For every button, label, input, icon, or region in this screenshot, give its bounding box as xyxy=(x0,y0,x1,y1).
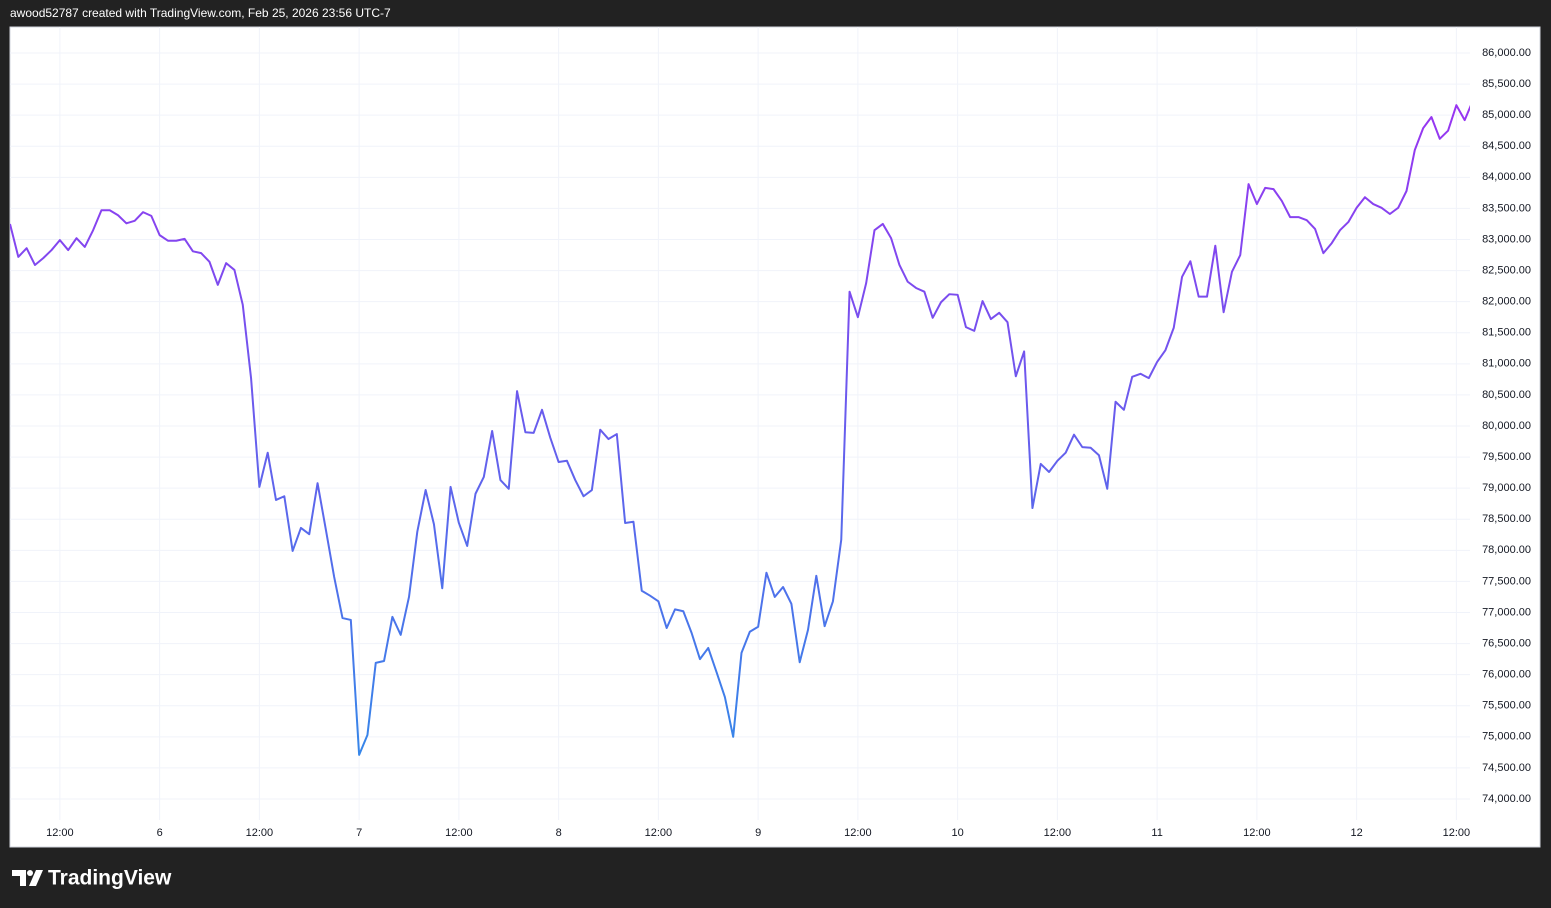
y-tick-label: 74,000.00 xyxy=(1482,793,1531,805)
y-tick-label: 77,000.00 xyxy=(1482,606,1531,618)
x-tick-label: 12:00 xyxy=(1044,827,1072,839)
logo-text: TradingView xyxy=(48,867,172,890)
x-tick-label: 12:00 xyxy=(645,827,673,839)
logo-icon xyxy=(29,870,43,886)
y-tick-label: 80,000.00 xyxy=(1482,420,1531,432)
y-tick-label: 83,500.00 xyxy=(1482,202,1531,214)
chart-panel xyxy=(9,26,1541,848)
y-tick-label: 79,500.00 xyxy=(1482,451,1531,463)
x-tick-label: 7 xyxy=(356,827,362,839)
y-tick-label: 75,500.00 xyxy=(1482,700,1531,712)
y-tick-label: 84,500.00 xyxy=(1482,140,1531,152)
y-tick-label: 86,000.00 xyxy=(1482,47,1531,59)
x-tick-label: 8 xyxy=(556,827,562,839)
x-tick-label: 12:00 xyxy=(445,827,473,839)
y-tick-label: 78,500.00 xyxy=(1482,513,1531,525)
y-tick-label: 82,500.00 xyxy=(1482,264,1531,276)
y-tick-label: 81,000.00 xyxy=(1482,358,1531,370)
y-tick-label: 82,000.00 xyxy=(1482,296,1531,308)
y-tick-label: 74,500.00 xyxy=(1482,762,1531,774)
x-tick-label: 10 xyxy=(952,827,964,839)
x-tick-label: 12 xyxy=(1351,827,1363,839)
y-tick-label: 77,500.00 xyxy=(1482,575,1531,587)
x-tick-label: 11 xyxy=(1151,827,1162,839)
y-axis: 74,000.00 74,500.00 75,000.00 75,500.00 76,0… xyxy=(1482,47,1531,805)
x-tick-label: 6 xyxy=(157,827,163,839)
y-tick-label: 80,500.00 xyxy=(1482,389,1531,401)
x-tick-label: 12:00 xyxy=(1443,827,1471,839)
y-tick-label: 84,000.00 xyxy=(1482,171,1531,183)
y-tick-label: 85,500.00 xyxy=(1482,78,1531,90)
y-tick-label: 85,000.00 xyxy=(1482,109,1531,121)
y-tick-label: 76,000.00 xyxy=(1482,669,1531,681)
y-tick-label: 79,000.00 xyxy=(1482,482,1531,494)
y-tick-label: 75,000.00 xyxy=(1482,731,1531,743)
logo-icon xyxy=(12,870,26,886)
grid xyxy=(10,27,1470,820)
x-tick-label: 12:00 xyxy=(46,827,74,839)
logo-icon xyxy=(27,870,33,876)
logo: TradingView xyxy=(12,867,172,890)
plot-area xyxy=(10,104,1470,756)
y-tick-label: 81,500.00 xyxy=(1482,327,1531,339)
y-tick-label: 83,000.00 xyxy=(1482,233,1531,245)
price-line xyxy=(10,104,1470,756)
x-tick-label: 12:00 xyxy=(844,827,872,839)
y-tick-label: 76,500.00 xyxy=(1482,637,1531,649)
x-axis: 12:00 6 12:00 7 12:00 8 12:00 9 12:00 10 12:00 11 12… xyxy=(46,827,1470,839)
x-tick-label: 12:00 xyxy=(1243,827,1271,839)
chart-title: awood52787 created with TradingView.com,… xyxy=(10,6,391,20)
y-tick-label: 78,000.00 xyxy=(1482,544,1531,556)
x-tick-label: 9 xyxy=(755,827,761,839)
x-tick-label: 12:00 xyxy=(246,827,274,839)
